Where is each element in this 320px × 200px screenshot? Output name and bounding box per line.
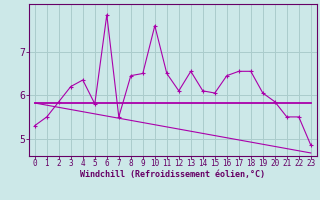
X-axis label: Windchill (Refroidissement éolien,°C): Windchill (Refroidissement éolien,°C) [80,170,265,179]
